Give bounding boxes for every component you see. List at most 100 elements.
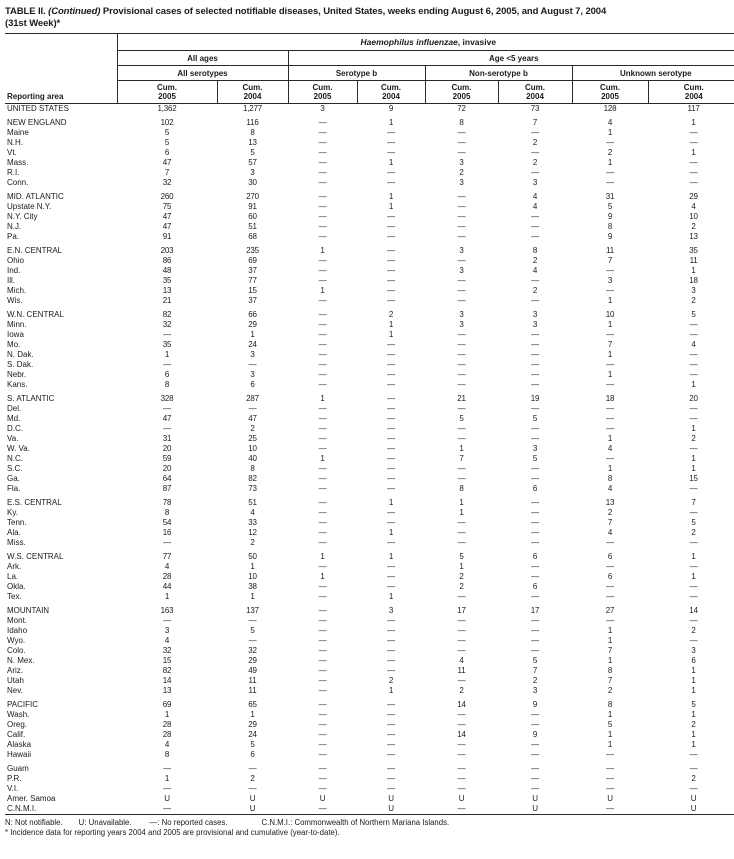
value-cell: 32 — [248, 646, 257, 655]
value-cell: U — [388, 804, 394, 813]
reporting-area-cell: Ariz. — [7, 666, 23, 675]
value-cell: — — [606, 592, 614, 601]
value-cell: — — [689, 444, 698, 453]
value-cell: 13 — [689, 232, 698, 241]
table-row: Wash. 1 1 — — — — 1 1 — [5, 710, 734, 720]
value-cell: 9 — [532, 730, 538, 739]
reporting-area-cell: Ill. — [7, 276, 15, 285]
disease-name-italic: Haemophilus influenzae — [360, 37, 458, 47]
value-cell: — — [318, 404, 327, 413]
value-cell: — — [457, 784, 466, 793]
value-cell: 1 — [691, 552, 696, 561]
value-cell: — — [318, 804, 327, 813]
value-cell: 44 — [162, 582, 172, 591]
value-cell: 78 — [162, 498, 172, 507]
value-cell: — — [318, 646, 327, 655]
value-cell: — — [457, 360, 466, 369]
value-cell: 1 — [691, 380, 696, 389]
value-cell: — — [457, 474, 466, 483]
value-cell: — — [387, 764, 395, 773]
value-cell: — — [163, 616, 171, 625]
value-cell: 68 — [248, 232, 257, 241]
reporting-area-cell: PACIFIC — [7, 700, 38, 709]
value-cell: 10 — [248, 444, 257, 453]
value-cell: — — [163, 330, 171, 339]
value-cell: 3 — [250, 350, 255, 359]
footnote-no-reported-cases: —: No reported cases. — [149, 818, 228, 827]
value-cell: 11 — [248, 676, 257, 685]
value-cell: — — [457, 764, 466, 773]
table-row: D.C. — 2 — — — — — 1 — [5, 424, 734, 434]
value-cell: — — [387, 246, 395, 255]
value-cell: 86 — [162, 256, 172, 265]
value-cell: 8 — [607, 666, 613, 675]
value-cell: — — [689, 178, 698, 187]
value-cell: 7 — [607, 646, 613, 655]
table-row: W. Va. 20 10 — — 1 3 4 — — [5, 444, 734, 454]
value-cell: 2 — [459, 572, 464, 581]
reporting-area-cell: Mass. — [7, 158, 29, 167]
value-cell: — — [689, 404, 698, 413]
value-cell: 8 — [250, 464, 255, 473]
value-cell: — — [318, 128, 327, 137]
reporting-area-cell: Idaho — [7, 626, 28, 635]
value-cell: 1 — [607, 636, 613, 645]
value-cell: 47 — [162, 222, 172, 231]
reporting-area-cell: E.S. CENTRAL — [7, 498, 62, 507]
value-cell: 1 — [320, 572, 325, 581]
value-cell: — — [606, 380, 614, 389]
value-cell: 4 — [532, 202, 538, 211]
value-cell: — — [689, 784, 698, 793]
value-cell: — — [318, 774, 327, 783]
value-cell: 28 — [162, 730, 172, 739]
table-row: Tenn. 54 33 — — — — 7 5 — [5, 518, 734, 528]
value-cell: 3 — [459, 246, 464, 255]
value-cell: 47 — [248, 414, 257, 423]
value-cell: — — [387, 740, 395, 749]
value-cell: — — [689, 158, 698, 167]
table-row: Colo. 32 32 — — — — 7 3 — [5, 646, 734, 656]
value-cell: 35 — [162, 276, 172, 285]
value-cell: 1 — [607, 626, 613, 635]
value-cell: — — [387, 484, 395, 493]
value-cell: 7 — [691, 498, 696, 507]
value-cell: 1 — [388, 158, 394, 167]
value-cell: — — [318, 340, 327, 349]
value-cell: — — [163, 804, 171, 813]
value-cell: — — [318, 710, 327, 719]
value-cell: — — [318, 484, 327, 493]
reporting-area-cell: Md. — [7, 414, 21, 423]
value-cell: 235 — [246, 246, 259, 255]
col-header-serotype-b-2005: Cum. 2005 — [287, 80, 357, 104]
value-cell: — — [531, 148, 539, 157]
value-cell: 1 — [691, 730, 696, 739]
value-cell: 1 — [691, 464, 696, 473]
value-cell: 30 — [248, 178, 257, 187]
value-cell: — — [163, 424, 171, 433]
col-header-serotype-b-2004: Cum. 2004 — [356, 80, 425, 104]
table-row: N. Mex. 15 29 — — 4 5 1 6 — [5, 656, 734, 666]
value-cell: — — [457, 148, 466, 157]
table-row: N.C. 59 40 1 — 7 5 — 1 — [5, 454, 734, 464]
value-cell: 8 — [607, 222, 613, 231]
value-cell: 2 — [250, 538, 255, 547]
value-cell: — — [457, 464, 466, 473]
value-cell: 18 — [605, 394, 615, 403]
value-cell: 1 — [607, 464, 613, 473]
value-cell: 38 — [248, 582, 257, 591]
value-cell: 5 — [691, 700, 696, 709]
value-cell: 1 — [691, 686, 696, 695]
value-cell: 9 — [607, 212, 613, 221]
value-cell: U — [164, 794, 170, 803]
table-row: R.I. 7 3 — — 2 — — — — [5, 168, 734, 178]
reporting-area-cell: N.C. — [7, 454, 23, 463]
reporting-area-cell: C.N.M.I. — [7, 804, 37, 813]
header-corner-cell — [5, 33, 118, 51]
value-cell: 8 — [607, 700, 613, 709]
value-cell: — — [387, 562, 395, 571]
table-body: UNITED STATES 1,362 1,277 3 9 72 73 128 117 NEW E… — [5, 104, 734, 815]
reporting-area-cell: Ind. — [7, 266, 21, 275]
value-cell: 10 — [689, 212, 698, 221]
value-cell: 7 — [532, 118, 538, 127]
